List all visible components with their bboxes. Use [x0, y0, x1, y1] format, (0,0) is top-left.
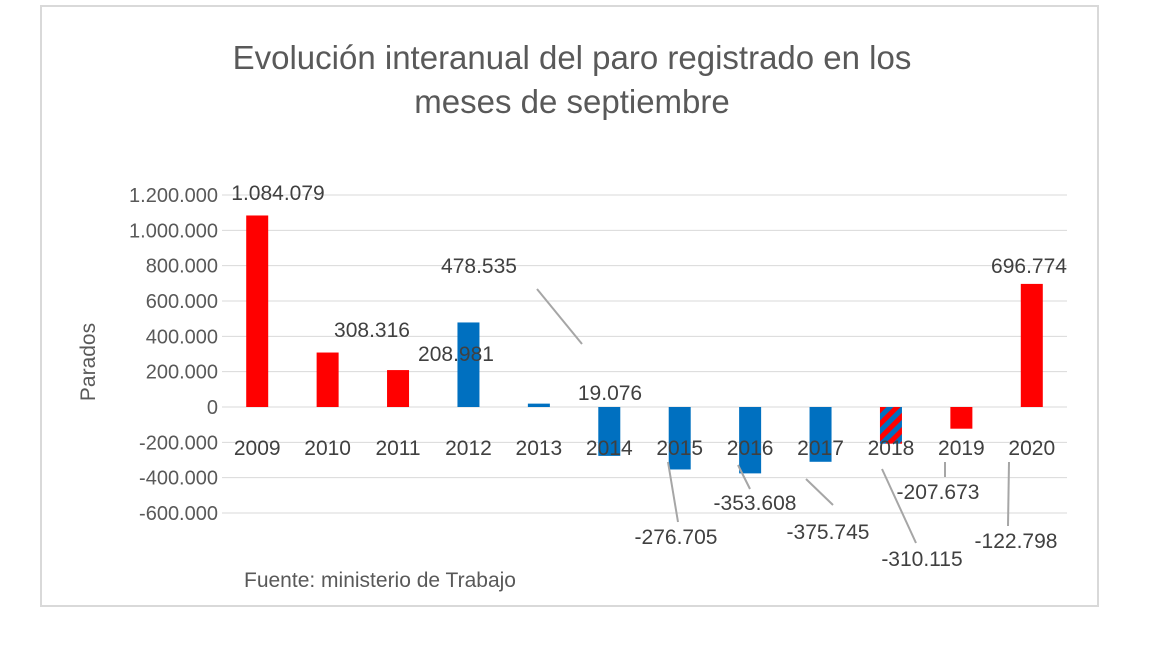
bar-2019 [950, 407, 973, 429]
x-tick-label-2009: 2009 [234, 437, 281, 460]
data-label-2012: 478.535 [441, 255, 517, 278]
chart-frame: Evolución interanual del paro registrado… [40, 5, 1099, 607]
data-label-2018: -207.673 [897, 481, 980, 504]
bar-2009 [246, 215, 269, 407]
y-axis-ticks: 1.200.000 1.000.000 800.000 600.000 400.000 2… [129, 185, 218, 525]
bar-2014 [598, 407, 621, 456]
y-tick-label: 400.000 [146, 326, 218, 348]
x-tick-label-2020: 2020 [1008, 437, 1055, 460]
y-tick-label: 0 [207, 397, 218, 419]
bar-2018 [879, 407, 902, 444]
x-tick-label-2016: 2016 [727, 437, 774, 460]
bars [246, 215, 1043, 474]
data-label-2019: -122.798 [975, 530, 1058, 553]
data-label-2013: 19.076 [578, 382, 642, 405]
data-label-2017: -310.115 [881, 548, 962, 571]
x-axis-ticks: 2009 2010 2011 2012 2013 2014 2015 2016 2017 2018… [234, 437, 1055, 460]
data-label-2011: 208.981 [418, 343, 494, 366]
chart-title-line-1: Evolución interanual del paro registrado… [233, 39, 912, 76]
x-tick-label-2017: 2017 [797, 437, 844, 460]
bar-2020 [1020, 283, 1043, 407]
data-label-2016: -375.745 [787, 521, 870, 544]
data-label-2009: 1.084.079 [231, 182, 324, 205]
y-tick-label: 1.000.000 [129, 220, 218, 242]
leader-line-2019 [1007, 461, 1010, 527]
x-tick-label-2014: 2014 [586, 437, 633, 460]
bar-2011 [387, 370, 410, 407]
data-label-2020: 696.774 [991, 255, 1067, 278]
leader-line-2012 [536, 288, 583, 345]
leader-lines [536, 288, 1010, 544]
bar-2016 [739, 407, 762, 474]
leader-line-2017 [881, 468, 917, 544]
y-tick-label: -400.000 [139, 468, 218, 490]
y-axis-title: Parados [77, 323, 100, 401]
x-tick-label-2013: 2013 [516, 437, 563, 460]
data-labels: 1.084.079 308.316 208.981 478.535 19.076 -276… [231, 182, 1067, 571]
bar-2015 [668, 407, 691, 470]
x-tick-label-2015: 2015 [656, 437, 703, 460]
chart-svg: Evolución interanual del paro registrado… [77, 39, 1067, 592]
bar-2012 [457, 322, 480, 407]
data-label-2010: 308.316 [334, 319, 410, 342]
y-tick-label: -200.000 [139, 432, 218, 454]
y-tick-label: 800.000 [146, 256, 218, 278]
chart-title-line-2: meses de septiembre [414, 83, 729, 120]
y-tick-label: 200.000 [146, 362, 218, 384]
data-label-2014: -276.705 [635, 526, 718, 549]
x-tick-label-2019: 2019 [938, 437, 985, 460]
bar-2017 [809, 407, 832, 462]
bar-2013 [527, 403, 550, 407]
x-tick-label-2010: 2010 [304, 437, 351, 460]
x-tick-label-2012: 2012 [445, 437, 492, 460]
x-tick-label-2011: 2011 [375, 437, 420, 460]
y-tick-label: -600.000 [139, 503, 218, 525]
bar-2010 [316, 352, 339, 407]
leader-line-2015 [737, 464, 751, 490]
leader-line-2016 [805, 478, 834, 506]
chart-caption: Fuente: ministerio de Trabajo [244, 569, 516, 592]
gridlines [222, 194, 1067, 514]
data-label-2015: -353.608 [714, 492, 797, 515]
y-tick-label: 600.000 [146, 291, 218, 313]
x-tick-label-2018: 2018 [868, 437, 915, 460]
leader-line-2014 [667, 461, 679, 523]
y-tick-label: 1.200.000 [129, 185, 218, 207]
